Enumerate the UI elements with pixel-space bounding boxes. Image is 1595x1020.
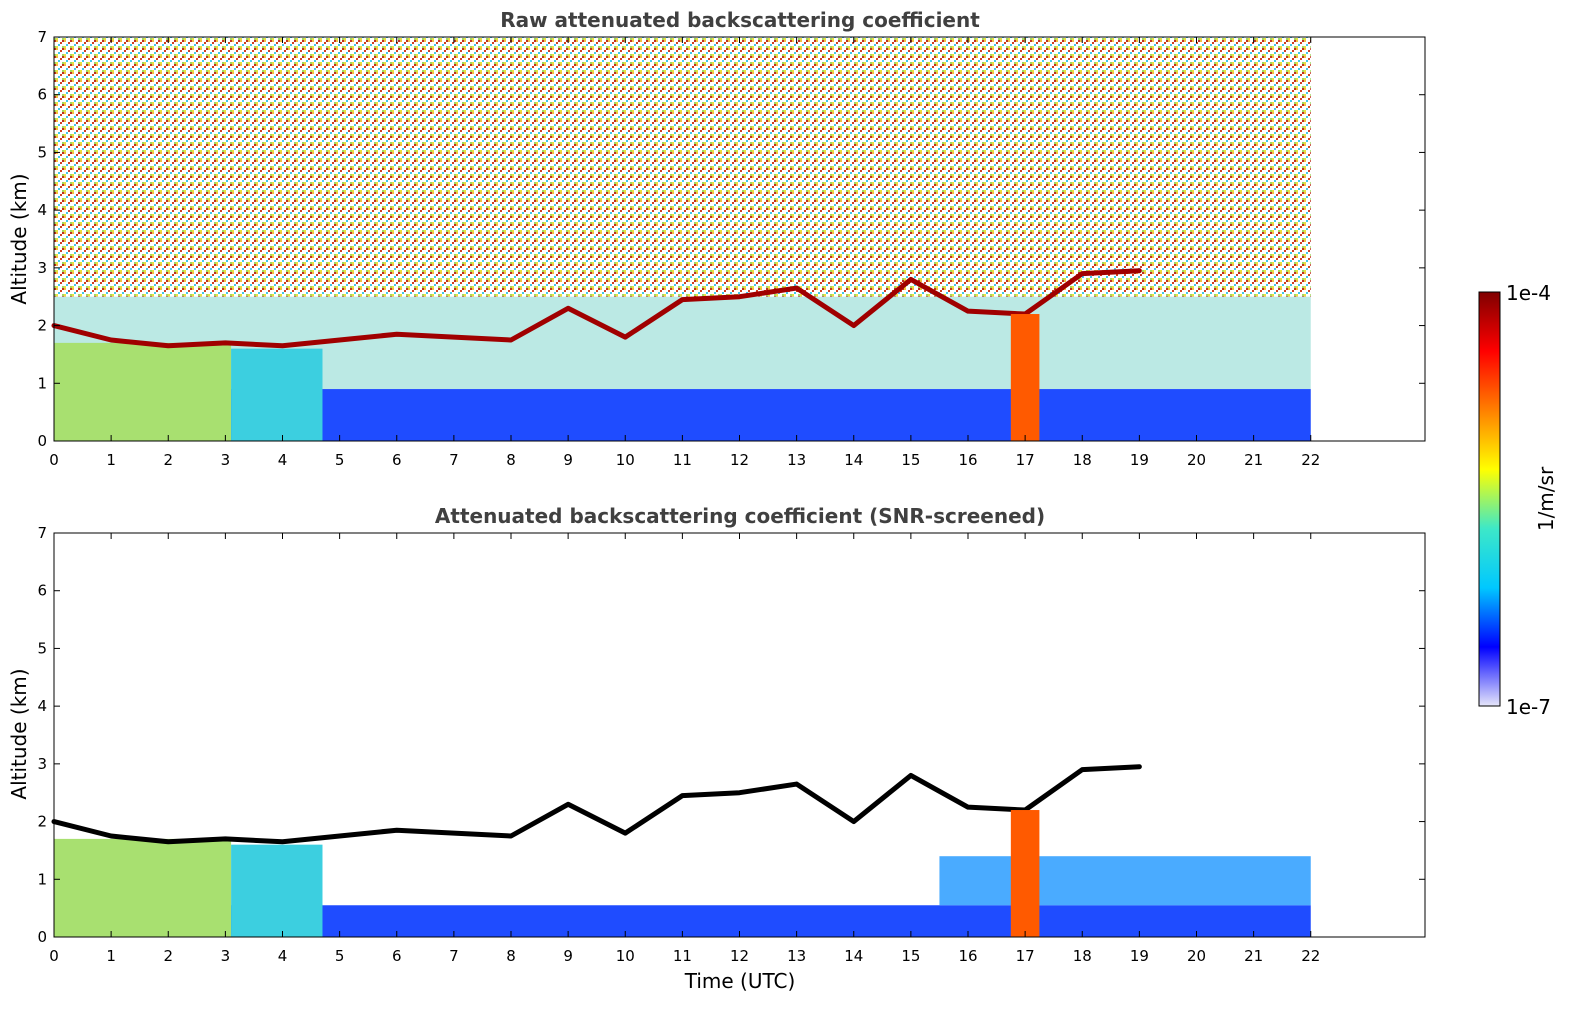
y-tick-label: 4 xyxy=(37,201,47,219)
x-tick-label: 8 xyxy=(506,451,516,469)
y-axis: 0 1 2 3 4 5 6 7 xyxy=(37,524,1425,946)
x-axis-label: Time (UTC) xyxy=(684,969,796,993)
y-tick-label: 0 xyxy=(37,432,47,450)
y-tick-label: 7 xyxy=(37,524,47,542)
x-tick-label: 18 xyxy=(1073,947,1092,965)
y-tick-label: 7 xyxy=(37,28,47,46)
chart-title: Raw attenuated backscattering coefficien… xyxy=(500,8,980,32)
x-tick-label: 3 xyxy=(221,451,231,469)
y-tick-label: 1 xyxy=(37,870,47,888)
x-tick-label: 9 xyxy=(563,947,573,965)
aerosol-tail xyxy=(231,348,323,441)
cloud-layer xyxy=(51,268,1142,349)
x-tick-label: 4 xyxy=(278,947,288,965)
x-tick-label: 0 xyxy=(49,947,59,965)
x-tick-label: 1 xyxy=(106,947,116,965)
x-tick-label: 2 xyxy=(163,947,173,965)
x-tick-label: 16 xyxy=(958,451,977,469)
x-tick-label: 8 xyxy=(506,947,516,965)
y-axis-label: Altitude (km) xyxy=(7,668,31,799)
x-tick-label: 6 xyxy=(392,947,402,965)
x-tick-label: 2 xyxy=(163,451,173,469)
noise-region xyxy=(54,37,1311,297)
x-tick-label: 12 xyxy=(730,947,749,965)
x-tick-label: 14 xyxy=(844,451,863,469)
y-tick-label: 4 xyxy=(37,697,47,715)
x-tick-label: 15 xyxy=(901,947,920,965)
y-tick-label: 3 xyxy=(37,755,47,773)
x-tick-label: 20 xyxy=(1187,947,1206,965)
x-tick-label: 14 xyxy=(844,947,863,965)
screened-backscatter-panel: Attenuated backscattering coefficient (S… xyxy=(7,504,1426,993)
x-tick-label: 22 xyxy=(1301,451,1320,469)
x-tick-label: 10 xyxy=(616,947,635,965)
x-tick-label: 18 xyxy=(1073,451,1092,469)
x-tick-label: 7 xyxy=(449,947,459,965)
x-tick-label: 3 xyxy=(221,947,231,965)
colorbar-bar xyxy=(1478,291,1501,707)
y-axis-label: Altitude (km) xyxy=(7,173,31,304)
x-tick-label: 0 xyxy=(49,451,59,469)
x-tick-label: 16 xyxy=(958,947,977,965)
surface-layer-upper xyxy=(939,856,1311,906)
x-tick-label: 1 xyxy=(106,451,116,469)
y-axis: 0 1 2 3 4 5 6 7 xyxy=(37,28,1425,450)
x-tick-label: 20 xyxy=(1187,451,1206,469)
y-tick-label: 5 xyxy=(37,143,47,161)
x-tick-label: 11 xyxy=(673,947,692,965)
colorbar-max-label: 1e-4 xyxy=(1506,281,1551,305)
x-tick-label: 19 xyxy=(1130,947,1149,965)
x-tick-label: 12 xyxy=(730,451,749,469)
x-tick-label: 13 xyxy=(787,947,806,965)
aerosol-tail xyxy=(231,844,323,937)
y-tick-label: 6 xyxy=(37,582,47,600)
x-axis: 0 1 2 3 4 5 6 7 8 9 10 11 12 13 14 15 16 17 18 19 20 21 22 xyxy=(49,533,1320,965)
x-tick-label: 5 xyxy=(335,947,345,965)
colorbar-min-label: 1e-7 xyxy=(1506,695,1551,719)
y-tick-label: 3 xyxy=(37,259,47,277)
x-axis: 0 1 2 3 4 5 6 7 8 9 10 11 12 13 14 15 16 17 18 19 20 21 22 xyxy=(49,37,1320,469)
colorbar: 1e-4 1e-7 1/m/sr xyxy=(1478,281,1558,719)
cloud-layer xyxy=(51,764,1142,845)
x-tick-label: 6 xyxy=(392,451,402,469)
boundary-layer-aerosol xyxy=(54,342,232,441)
x-tick-label: 15 xyxy=(901,451,920,469)
x-tick-label: 22 xyxy=(1301,947,1320,965)
y-tick-label: 2 xyxy=(37,813,47,831)
y-tick-label: 1 xyxy=(37,374,47,392)
x-tick-label: 17 xyxy=(1016,451,1035,469)
heatmap-area xyxy=(51,764,1311,937)
x-tick-label: 21 xyxy=(1244,947,1263,965)
y-tick-label: 0 xyxy=(37,928,47,946)
colorbar-unit-label: 1/m/sr xyxy=(1534,466,1558,531)
heatmap-area xyxy=(51,37,1311,441)
precipitation-column xyxy=(1010,810,1040,937)
raw-backscatter-panel: Raw attenuated backscattering coefficien… xyxy=(7,8,1426,469)
y-tick-label: 2 xyxy=(37,317,47,335)
x-tick-label: 5 xyxy=(335,451,345,469)
x-tick-label: 13 xyxy=(787,451,806,469)
x-tick-label: 10 xyxy=(616,451,635,469)
x-tick-label: 17 xyxy=(1016,947,1035,965)
boundary-layer-aerosol xyxy=(54,838,232,937)
y-tick-label: 6 xyxy=(37,86,47,104)
chart-title: Attenuated backscattering coefficient (S… xyxy=(435,504,1045,528)
x-tick-label: 9 xyxy=(563,451,573,469)
x-tick-label: 4 xyxy=(278,451,288,469)
x-tick-label: 19 xyxy=(1130,451,1149,469)
x-tick-label: 7 xyxy=(449,451,459,469)
y-tick-label: 5 xyxy=(37,639,47,657)
precipitation-column xyxy=(1010,314,1040,441)
x-tick-label: 21 xyxy=(1244,451,1263,469)
x-tick-label: 11 xyxy=(673,451,692,469)
